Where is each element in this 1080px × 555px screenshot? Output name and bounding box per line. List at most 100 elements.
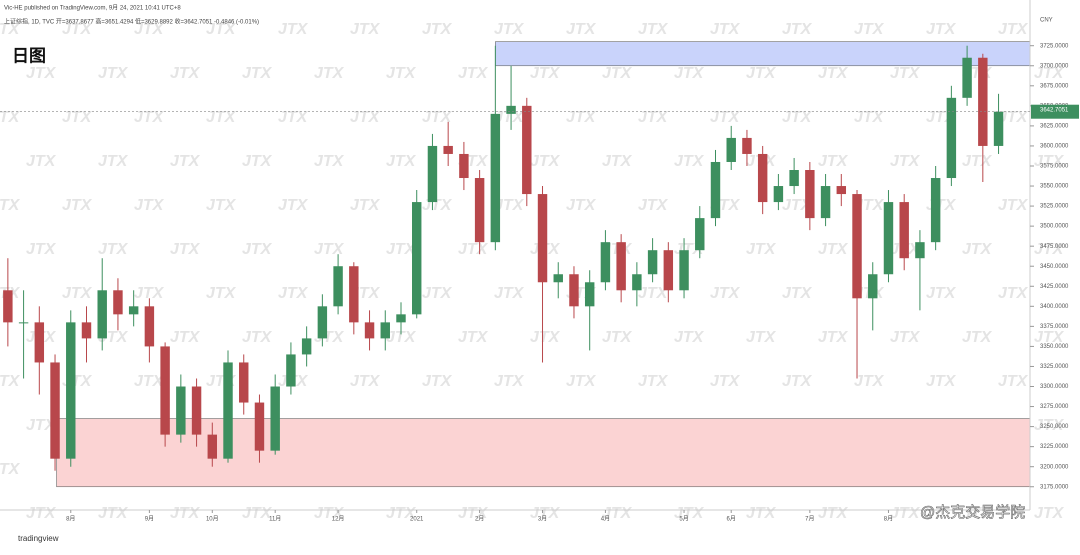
watermark: JTX (530, 329, 561, 346)
candle-body (569, 274, 579, 307)
watermark: JTX (602, 153, 633, 170)
candle-body (349, 266, 359, 323)
candle-body (66, 322, 76, 459)
y-tick-label: 3550.0000 (1040, 184, 1069, 190)
watermark: JTX (566, 197, 597, 214)
watermark: JTX (890, 153, 921, 170)
watermark: JTX (242, 329, 273, 346)
y-tick-label: 3225.0000 (1040, 444, 1069, 450)
candle-body (380, 322, 390, 339)
watermark: JTX (62, 21, 93, 38)
watermark: JTX (494, 21, 525, 38)
candle-body (81, 322, 92, 339)
watermark: JTX (710, 285, 741, 302)
candle-body (695, 218, 705, 251)
watermark: JTX (26, 505, 57, 522)
watermark: JTX (386, 505, 417, 522)
candle-body (490, 113, 501, 243)
x-tick-label: 5月 (679, 516, 688, 523)
watermark: JTX (0, 109, 21, 126)
watermark: JTX (0, 373, 21, 390)
watermark: JTX (62, 197, 93, 214)
watermark: JTX (782, 21, 813, 38)
candle-body (820, 186, 831, 219)
watermark: JTX (746, 329, 777, 346)
candle-body (962, 57, 972, 98)
watermark: JTX (530, 65, 561, 82)
candle-body (616, 242, 626, 291)
watermark: JTX (422, 285, 453, 302)
footer-logo: tradingview (18, 534, 59, 543)
candle-body (600, 242, 611, 283)
candle-body (852, 194, 862, 299)
watermark: JTX (602, 505, 633, 522)
watermark: JTX (854, 21, 885, 38)
watermark: JTX (962, 329, 993, 346)
candle-body (946, 97, 957, 179)
y-tick-label: 3400.0000 (1040, 304, 1069, 310)
last-price-label: 3642.7051 (1040, 107, 1069, 113)
candle-body (160, 346, 170, 435)
x-tick-label: 2月 (475, 516, 484, 523)
x-tick-label: 6月 (727, 516, 736, 523)
watermark: JTX (26, 417, 57, 434)
watermarks: JTX JTX JTX JTX JTX JTX JTX JTX JTX JTX JTX JTX JTX J… (0, 21, 1065, 522)
y-tick-label: 3375.0000 (1040, 324, 1069, 330)
watermark: JTX (962, 153, 993, 170)
watermark: JTX (926, 285, 957, 302)
candle-body (443, 145, 453, 154)
candle-body (301, 338, 312, 355)
x-tick-label: 8月 (884, 516, 893, 523)
watermark: JTX (782, 109, 813, 126)
watermark: JTX (926, 373, 957, 390)
watermark: JTX (818, 329, 849, 346)
x-tick-label: 7月 (805, 516, 814, 523)
watermark: JTX (1034, 505, 1065, 522)
watermark: JTX (566, 109, 597, 126)
watermark: JTX (314, 65, 345, 82)
candle-body (757, 153, 768, 203)
watermark: JTX (170, 329, 201, 346)
watermark: JTX (494, 197, 525, 214)
watermark: JTX (1034, 241, 1065, 258)
watermark: JTX (206, 285, 237, 302)
watermark: JTX (494, 109, 525, 126)
watermark: JTX (674, 153, 705, 170)
watermark: JTX (638, 373, 669, 390)
x-tick-label: 11月 (269, 516, 281, 523)
watermark: JTX (962, 505, 993, 522)
x-tick-label: 3月 (538, 516, 547, 523)
watermark: JTX (854, 373, 885, 390)
candle-body (978, 57, 988, 146)
watermark: JTX (386, 65, 417, 82)
zone (495, 41, 1031, 67)
watermark: JTX (638, 197, 669, 214)
candle-body (930, 178, 941, 243)
watermark: JTX (98, 153, 129, 170)
watermark: JTX (422, 21, 453, 38)
watermark: JTX (782, 285, 813, 302)
y-tick-label: 3450.0000 (1040, 264, 1069, 270)
y-tick-label: 3625.0000 (1040, 123, 1069, 129)
candle-body (97, 290, 107, 339)
x-tick-label: 10月 (206, 516, 219, 523)
candle-body (113, 290, 123, 315)
watermark: JTX (26, 65, 57, 82)
watermark: JTX (710, 21, 741, 38)
candle-body (537, 194, 548, 283)
candle-body (915, 242, 925, 259)
y-tick-label: 3575.0000 (1040, 164, 1069, 170)
watermark: JTX (134, 21, 165, 38)
candle-body (868, 274, 878, 299)
watermark: JTX (134, 373, 165, 390)
watermark: JTX (710, 373, 741, 390)
watermark: JTX (206, 197, 237, 214)
x-tick-label: 8月 (66, 516, 75, 523)
candle-body (412, 202, 422, 315)
watermark: JTX (1034, 329, 1065, 346)
candle-body (789, 170, 799, 187)
candle-body (522, 105, 532, 195)
candle-body (742, 137, 752, 154)
candle-body (364, 322, 375, 339)
